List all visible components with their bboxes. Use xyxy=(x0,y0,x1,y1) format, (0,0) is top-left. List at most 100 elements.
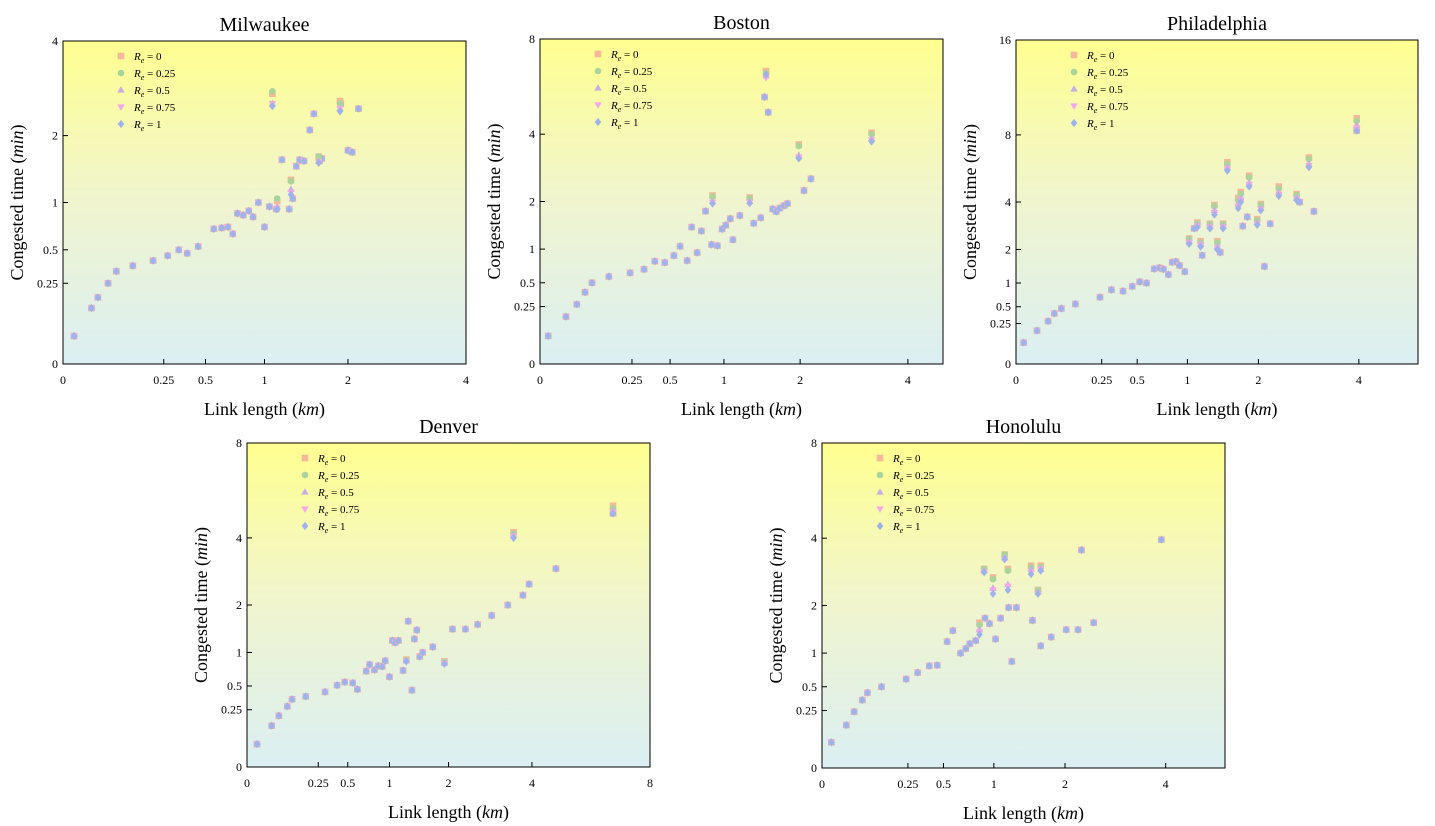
y-tick-label: 0.25 xyxy=(514,300,535,314)
legend-label: Re = 1 xyxy=(133,119,162,133)
data-point-re-4 xyxy=(1047,632,1055,642)
y-tick-label: 1 xyxy=(811,646,817,660)
x-tick-label: 4 xyxy=(463,373,469,387)
data-point-re-4 xyxy=(449,624,456,634)
data-point-re-4 xyxy=(104,279,112,288)
data-point-re-4 xyxy=(419,648,426,657)
axes-frame xyxy=(539,38,944,365)
legend-marker xyxy=(117,86,125,93)
data-point-re-1 xyxy=(709,193,716,200)
data-point-re-4 xyxy=(399,666,407,675)
data-point-re-4 xyxy=(411,634,418,644)
data-point-re-4 xyxy=(386,672,393,681)
x-tick-label: 0.25 xyxy=(308,776,329,790)
data-point-re-4 xyxy=(702,207,709,216)
data-point-re-4 xyxy=(784,199,791,208)
data-point-re-4 xyxy=(474,620,481,629)
data-point-re-4 xyxy=(395,636,402,645)
x-tick-label: 8 xyxy=(647,776,653,790)
y-tick-label: 4 xyxy=(52,34,58,48)
data-point-re-4 xyxy=(1261,262,1268,271)
chart-title: Boston xyxy=(713,12,770,34)
data-point-re-4 xyxy=(868,137,875,146)
data-point-re-4 xyxy=(1275,191,1283,201)
x-tick-label: 0.5 xyxy=(340,776,355,790)
data-point-re-4 xyxy=(1158,535,1165,544)
x-tick-label: 4 xyxy=(1163,777,1169,791)
y-tick-label: 1 xyxy=(529,242,535,256)
data-point-re-4 xyxy=(164,251,172,260)
data-point-re-4 xyxy=(878,682,885,691)
legend-label: Re = 0.5 xyxy=(133,85,170,99)
chart-title: Milwaukee xyxy=(220,14,310,36)
data-point-re-4 xyxy=(864,688,871,697)
data-point-re-4 xyxy=(722,221,730,230)
data-point-re-1 xyxy=(336,100,344,107)
data-point-re-4 xyxy=(1078,545,1085,555)
panel-milwaukee: Milwaukee 0 0.25 0.5 1 2 4 0 0.25 0.5 1 2 4 Link leng… xyxy=(7,14,469,420)
data-point-re-4 xyxy=(234,209,241,218)
data-point-re-4 xyxy=(315,158,322,168)
y-tick-label: 1 xyxy=(1005,276,1011,290)
legend-label: Re = 0.75 xyxy=(317,504,360,518)
data-point-re-1 xyxy=(1245,174,1253,181)
data-point-re-4 xyxy=(266,202,273,211)
y-tick-label: 4 xyxy=(529,127,535,141)
data-point-re-4 xyxy=(729,235,737,244)
y-tick-label: 1 xyxy=(236,645,242,659)
data-point-re-1 xyxy=(1305,155,1313,163)
data-point-re-1 xyxy=(1353,117,1360,125)
data-point-re-4 xyxy=(1090,618,1098,627)
data-point-re-4 xyxy=(949,626,957,635)
data-point-re-4 xyxy=(149,256,157,265)
data-points xyxy=(70,88,363,341)
legend-label: Re = 1 xyxy=(892,521,921,535)
data-point-re-4 xyxy=(519,591,527,600)
data-point-re-4 xyxy=(1029,616,1036,625)
x-tick-label: 0 xyxy=(819,777,825,791)
data-point-re-4 xyxy=(289,194,297,203)
data-point-re-4 xyxy=(914,668,921,677)
data-point-re-4 xyxy=(1353,126,1360,135)
plot-background xyxy=(540,39,943,364)
axes-frame xyxy=(821,442,1226,769)
x-tick-label: 0.25 xyxy=(621,373,642,387)
data-point-re-4 xyxy=(651,257,659,266)
data-point-re-4 xyxy=(488,611,496,620)
data-point-re-1 xyxy=(269,88,276,95)
data-point-re-4 xyxy=(640,265,648,274)
data-point-re-4 xyxy=(709,199,716,208)
x-tick-label: 0.5 xyxy=(663,373,678,387)
legend-label: Re = 0.25 xyxy=(610,66,653,80)
data-point-re-4 xyxy=(366,660,373,669)
legend-marker xyxy=(1070,85,1078,92)
data-point-re-1 xyxy=(1004,567,1012,574)
data-point-re-4 xyxy=(300,156,308,166)
data-point-re-4 xyxy=(381,656,389,665)
legend-label: Re = 1 xyxy=(317,521,346,535)
x-tick-label: 0 xyxy=(537,373,543,387)
legend-marker xyxy=(876,454,884,462)
data-point-re-4 xyxy=(761,92,768,102)
data-point-re-4 xyxy=(296,155,304,164)
data-point-re-4 xyxy=(278,155,286,164)
legend-marker xyxy=(1070,118,1078,128)
panel-boston: Boston 0 0.25 0.5 1 2 4 0 0.25 0.5 1 2 4 8 Link length… xyxy=(484,12,944,420)
data-point-re-4 xyxy=(980,568,988,577)
data-point-re-4 xyxy=(249,212,257,221)
data-point-re-4 xyxy=(355,104,362,113)
y-tick-label: 0 xyxy=(52,357,58,371)
legend-marker xyxy=(117,69,125,77)
data-point-re-4 xyxy=(408,686,416,695)
legend-marker xyxy=(594,117,602,127)
data-point-re-4 xyxy=(287,190,295,199)
legend-label: Re = 0.5 xyxy=(1086,84,1123,98)
data-point-re-4 xyxy=(1253,220,1261,229)
legend-marker xyxy=(876,506,884,513)
data-point-re-4 xyxy=(378,662,386,671)
plot-background xyxy=(247,443,650,767)
legend: Re = 0 Re = 0.25 Re = 0.5 Re = 0.75 Re = 1 xyxy=(876,453,935,535)
data-point-re-4 xyxy=(229,229,237,238)
legend-marker xyxy=(301,454,309,462)
